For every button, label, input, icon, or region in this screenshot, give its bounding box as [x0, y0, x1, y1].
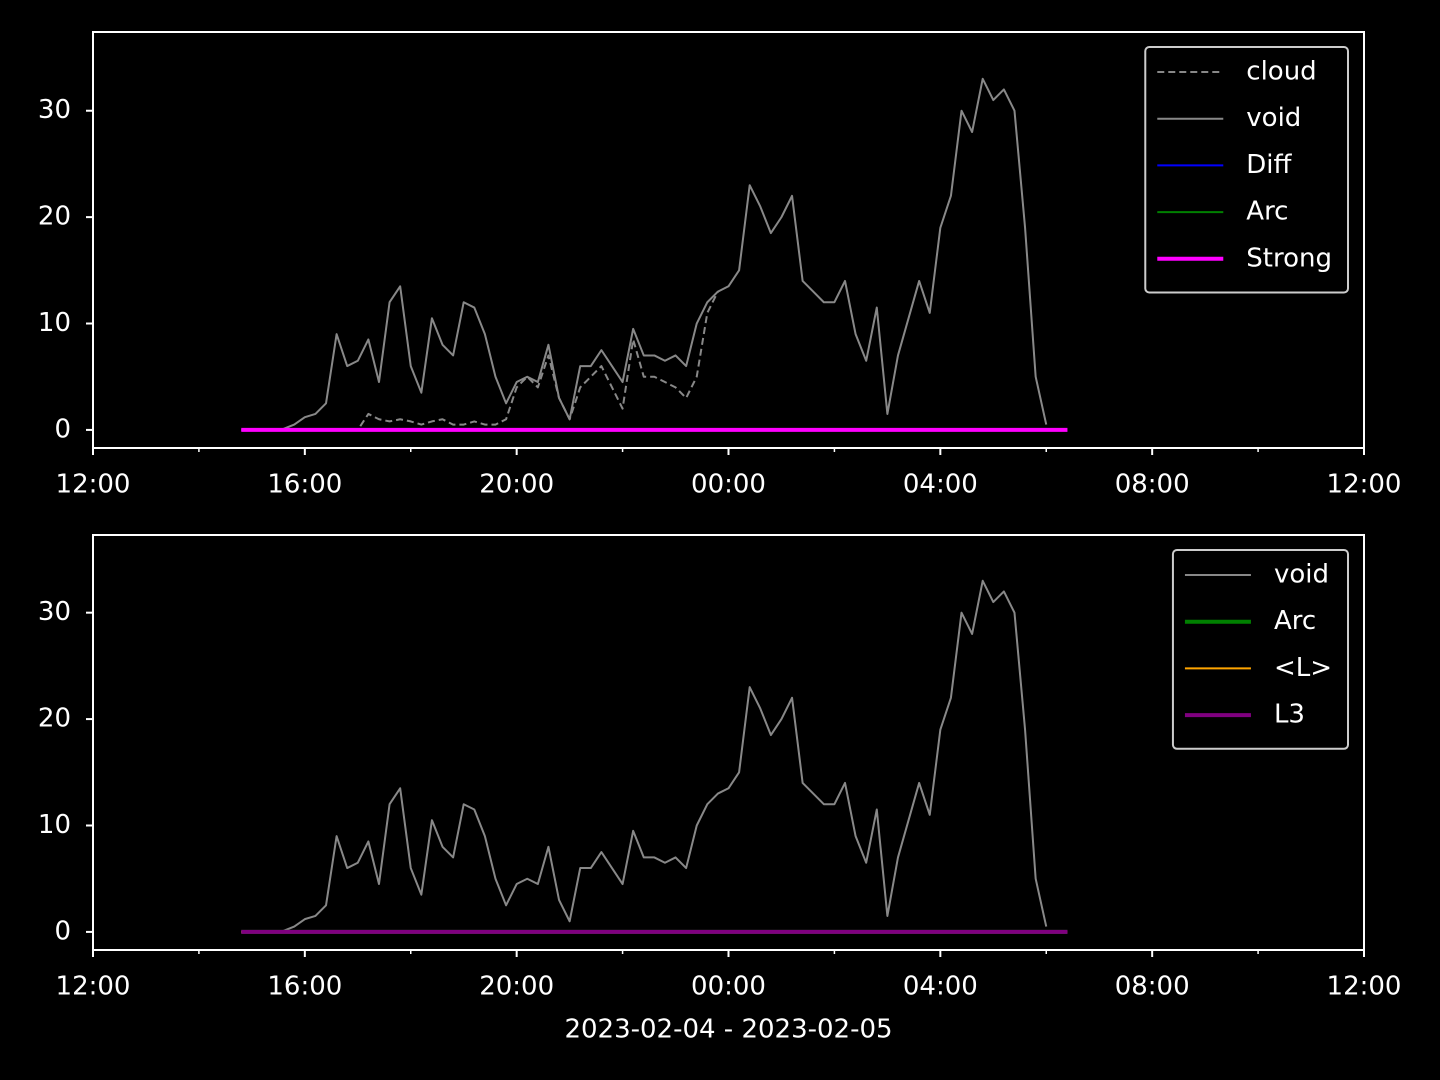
x-tick-label: 12:00 — [56, 972, 131, 1002]
y-tick-label: 0 — [54, 414, 71, 444]
series-line — [241, 77, 1048, 431]
legend-label: Strong — [1246, 243, 1332, 273]
x-tick-label: 20:00 — [479, 972, 554, 1002]
legend: cloud void Diff Arc Strong — [1144, 46, 1349, 294]
x-tick-label: 12:00 — [56, 470, 131, 500]
legend-label: Arc — [1246, 197, 1288, 227]
legend-label: cloud — [1246, 57, 1316, 87]
x-tick-label: 12:00 — [1327, 470, 1402, 500]
x-tick-label: 08:00 — [1115, 972, 1190, 1002]
legend-label: Diff — [1246, 150, 1292, 180]
x-tick-label: 00:00 — [691, 972, 766, 1002]
y-tick-label: 20 — [38, 202, 71, 232]
x-tick-label: 04:00 — [903, 972, 978, 1002]
x-tick-label: 20:00 — [479, 470, 554, 500]
legend-frame — [1144, 46, 1349, 294]
legend-label: void — [1274, 560, 1329, 590]
series-line — [241, 579, 1048, 933]
y-tick-label: 10 — [38, 308, 71, 338]
y-tick-label: 10 — [38, 810, 71, 840]
y-tick-label: 30 — [38, 95, 71, 125]
x-tick-label: 12:00 — [1327, 972, 1402, 1002]
y-tick-label: 0 — [54, 916, 71, 946]
y-tick-label: 30 — [38, 597, 71, 627]
y-tick-label: 20 — [38, 704, 71, 734]
x-tick-label: 08:00 — [1115, 470, 1190, 500]
x-tick-label: 16:00 — [267, 470, 342, 500]
legend-label: L3 — [1274, 700, 1305, 730]
legend-frame — [1171, 549, 1349, 750]
x-axis-label: 2023-02-04 - 2023-02-05 — [564, 1015, 892, 1045]
x-tick-label: 16:00 — [267, 972, 342, 1002]
x-tick-label: 04:00 — [903, 470, 978, 500]
x-tick-label: 00:00 — [691, 470, 766, 500]
legend-label: Arc — [1274, 606, 1316, 636]
legend-label: <L> — [1274, 653, 1332, 683]
legend-label: void — [1246, 103, 1301, 133]
legend: void Arc <L> L3 — [1171, 549, 1349, 750]
